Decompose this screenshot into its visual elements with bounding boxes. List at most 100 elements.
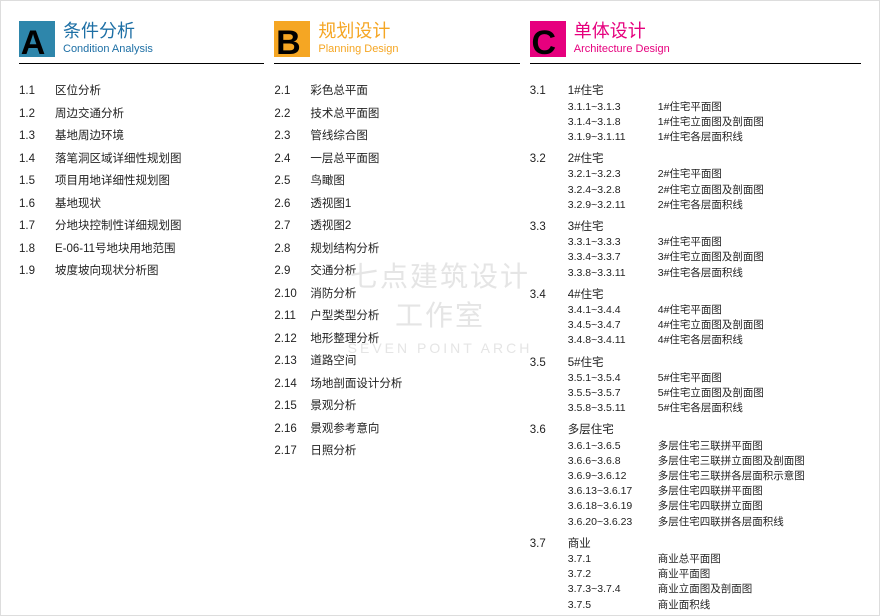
group: 3.6多层住宅3.6.1~3.6.5多层住宅三联拼平面图3.6.6~3.6.8多… [530,425,861,528]
sub-text: 4#住宅各层面积线 [658,334,743,347]
item-text: 分地块控制性详细规划图 [55,221,182,233]
list-item: 1.9坡度坡向现状分析图 [19,266,264,278]
title-cn-c: 单体设计 [574,21,670,43]
letter-box-c: C [530,21,566,57]
sub-row: 3.7.3~3.7.4商业立面图及剖面图 [530,583,861,596]
sub-range: 3.6.20~3.6.23 [568,516,648,529]
sub-range: 3.5.1~3.5.4 [568,372,648,385]
sub-row: 3.3.8~3.3.113#住宅各层面积线 [530,267,861,280]
item-text: E-06-11号地块用地范围 [55,244,176,256]
list-item: 2.8规划结构分析 [274,244,519,256]
list-item: 2.16景观参考意向 [274,424,519,436]
sub-text: 2#住宅各层面积线 [658,199,743,212]
item-number: 2.16 [274,424,300,436]
sub-range: 3.7.3~3.7.4 [568,583,648,596]
group-head: 3.7 商业 [530,539,861,551]
list-item: 2.7透视图2 [274,221,519,233]
title-cn-b: 规划设计 [318,21,398,43]
sub-text: 5#住宅各层面积线 [658,402,743,415]
item-text: 一层总平面图 [310,154,379,166]
sub-row: 3.6.18~3.6.19多层住宅四联拼立面图 [530,500,861,513]
item-text: 基地周边环境 [55,131,124,143]
item-text: 坡度坡向现状分析图 [55,266,159,278]
sub-text: 多层住宅三联拼各层面积示意图 [658,470,805,483]
sub-row: 3.6.13~3.6.17多层住宅四联拼平面图 [530,485,861,498]
sub-range: 3.3.1~3.3.3 [568,236,648,249]
group-head: 3.22#住宅 [530,154,861,166]
sub-text: 4#住宅立面图及剖面图 [658,319,764,332]
title-en-a: Condition Analysis [63,43,153,56]
sub-range: 3.6.1~3.6.5 [568,440,648,453]
titles-a: 条件分析 Condition Analysis [63,21,153,56]
group-head: 3.55#住宅 [530,358,861,370]
sub-range: 3.2.1~3.2.3 [568,168,648,181]
group-number: 3.7 [530,539,556,551]
section-head-a: A 条件分析 Condition Analysis [19,21,264,64]
item-number: 2.5 [274,176,300,188]
group: 3.55#住宅 3.5.1~3.5.4 5#住宅平面图 3.5.5~3.5.75#住宅… [530,358,861,416]
list-item: 2.17日照分析 [274,446,519,458]
item-number: 2.3 [274,131,300,143]
sub-range: 3.1.9~3.1.11 [568,131,648,144]
sub-text: 2#住宅平面图 [658,168,722,181]
sub-range: 3.6.13~3.6.17 [568,485,648,498]
sub-text: 3#住宅立面图及剖面图 [658,251,764,264]
titles-b: 规划设计 Planning Design [318,21,398,56]
list-c: 3.11#住宅3.1.1~3.1.31#住宅平面图3.1.4~3.1.81#住宅… [530,86,861,612]
item-text: 周边交通分析 [55,109,124,121]
sub-range: 3.1.4~3.1.8 [568,116,648,129]
item-number: 1.7 [19,221,45,233]
list-item: 2.13道路空间 [274,356,519,368]
item-number: 2.12 [274,334,300,346]
list-item: 2.4一层总平面图 [274,154,519,166]
sub-range: 3.7.2 [568,568,648,581]
sub-range: 3.2.9~3.2.11 [568,199,648,212]
group-title: 4#住宅 [568,290,604,302]
sub-range: 3.4.1~3.4.4 [568,304,648,317]
group: 3.7商业3.7.1商业总平面图3.7.2商业平面图3.7.3~3.7.4商业立… [530,539,861,612]
list-item: 1.3基地周边环境 [19,131,264,143]
column-b: B 规划设计 Planning Design 2.1彩色总平面2.2技术总平面图… [274,21,519,605]
list-item: 1.7 分地块控制性详细规划图 [19,221,264,233]
list-item: 2.14 场地剖面设计分析 [274,379,519,391]
sub-text: 1#住宅各层面积线 [658,131,743,144]
list-item: 1.6基地现状 [19,199,264,211]
group: 3.11#住宅3.1.1~3.1.31#住宅平面图3.1.4~3.1.81#住宅… [530,86,861,144]
sub-row: 3.7.1商业总平面图 [530,553,861,566]
item-number: 1.4 [19,154,45,166]
list-b: 2.1彩色总平面2.2技术总平面图2.3管线综合图2.4一层总平面图2.5鸟瞰图… [274,86,519,458]
sub-row: 3.4.1~3.4.44#住宅平面图 [530,304,861,317]
list-item: 2.12地形整理分析 [274,334,519,346]
item-text: 消防分析 [310,289,356,301]
list-item: 2.2 技术总平面图 [274,109,519,121]
item-text: 道路空间 [310,356,356,368]
sub-text: 多层住宅四联拼各层面积线 [658,516,784,529]
sub-row: 3.5.1~3.5.4 5#住宅平面图 [530,372,861,385]
sub-text: 多层住宅三联拼立面图及剖面图 [658,455,805,468]
item-text: 场地剖面设计分析 [310,379,402,391]
item-text: 技术总平面图 [310,109,379,121]
sub-row: 3.7.5商业面积线 [530,599,861,612]
section-head-c: C 单体设计 Architecture Design [530,21,861,64]
sub-text: 2#住宅立面图及剖面图 [658,184,764,197]
title-cn-a: 条件分析 [63,21,153,43]
group: 3.22#住宅3.2.1~3.2.32#住宅平面图3.2.4~3.2.82#住宅… [530,154,861,212]
item-number: 1.8 [19,244,45,256]
group-number: 3.4 [530,290,556,302]
item-number: 2.14 [274,379,300,391]
group-title: 商业 [568,539,591,551]
letter-box-b: B [274,21,310,57]
group-title: 1#住宅 [568,86,604,98]
sub-range: 3.7.1 [568,553,648,566]
item-number: 2.2 [274,109,300,121]
item-text: 项目用地详细性规划图 [55,176,170,188]
sub-row: 3.5.5~3.5.75#住宅立面图及剖面图 [530,387,861,400]
sub-row: 3.1.9~3.1.11 1#住宅各层面积线 [530,131,861,144]
list-item: 1.1区位分析 [19,86,264,98]
list-item: 2.10消防分析 [274,289,519,301]
title-en-c: Architecture Design [574,43,670,56]
sub-row: 3.2.1~3.2.3 2#住宅平面图 [530,168,861,181]
list-item: 1.8 E-06-11号地块用地范围 [19,244,264,256]
sub-text: 多层住宅四联拼立面图 [658,500,763,513]
sub-text: 5#住宅平面图 [658,372,722,385]
